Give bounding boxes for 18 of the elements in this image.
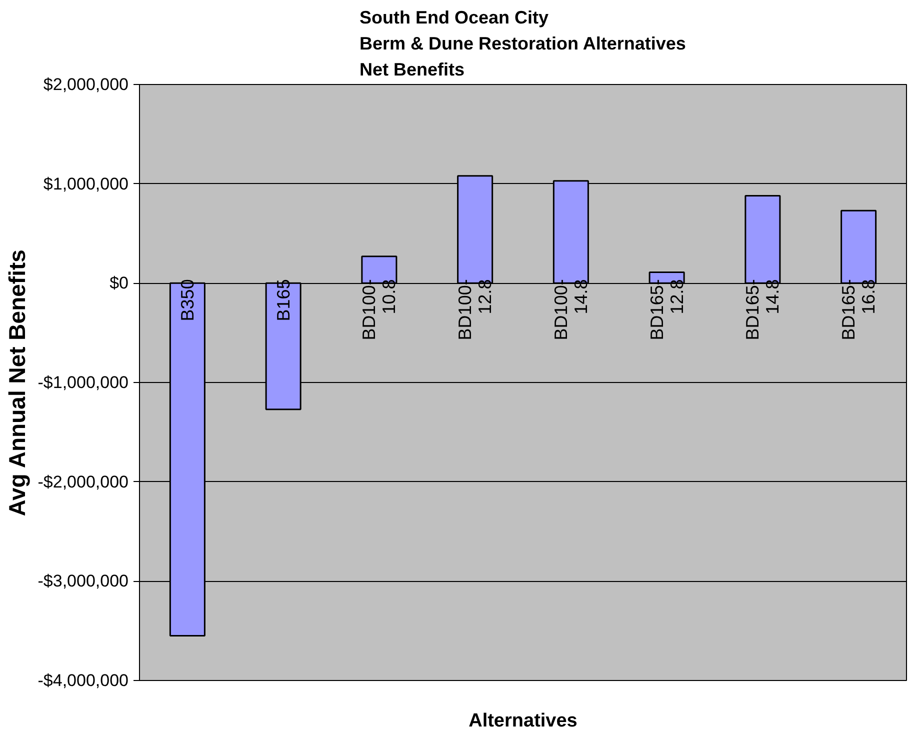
- x-tick-label: BD165-12.8: [646, 279, 687, 340]
- chart-title: South End Ocean City Berm & Dune Restoration Alternatives Net Benefits: [359, 8, 686, 80]
- x-tick-label: BD165-16.8: [838, 279, 879, 340]
- y-tick-label: -$1,000,000: [38, 373, 129, 392]
- x-tick-label: BD100-10.8: [359, 279, 400, 340]
- y-axis-title: Avg Annual Net Benefits: [4, 250, 30, 516]
- x-tick-label: BD165-14.8: [742, 279, 783, 340]
- y-tick-label: -$3,000,000: [38, 572, 129, 591]
- y-tick-label: -$4,000,000: [38, 671, 129, 690]
- y-tick-label: -$2,000,000: [38, 472, 129, 492]
- y-tick-label: $1,000,000: [43, 174, 129, 194]
- x-tick-label: B165: [273, 279, 294, 322]
- x-tick-label: B350: [177, 279, 198, 322]
- x-tick-label: BD100-14.8: [550, 279, 591, 340]
- y-tick-label: $0: [110, 274, 129, 293]
- y-tick-label: $2,000,000: [43, 75, 129, 94]
- x-tick-label: BD100-12.8: [455, 279, 496, 340]
- x-axis-title: Alternatives: [468, 710, 578, 732]
